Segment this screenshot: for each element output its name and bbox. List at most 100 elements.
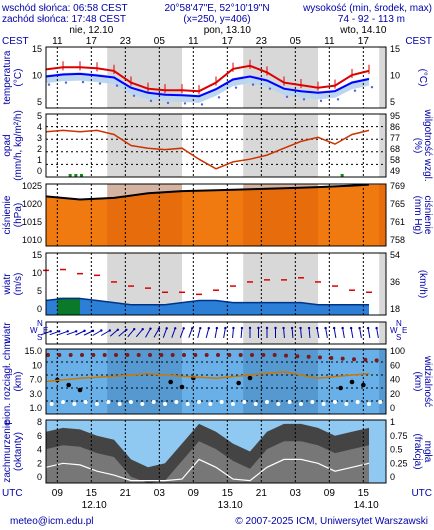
night-shade (379, 114, 386, 177)
right-axis-unit: (frakcja) (412, 433, 423, 469)
cloud-top-dot (170, 353, 175, 357)
wind-direction-arrow (316, 327, 320, 339)
left-tick-label: 1010 (22, 235, 42, 245)
panel-precipitation: opad (mm/h, kg/m²/h) wilgotność wzgl.(%)54… (2, 108, 433, 181)
contact-email[interactable]: meteo@icm.edu.pl (10, 516, 94, 527)
right-tick-label: 1 (390, 417, 395, 427)
cloud-base-dot (253, 402, 258, 406)
right-tick-label: 0.25 (390, 458, 408, 468)
left-tick-label: 2 (37, 458, 42, 468)
cloud-base-dot (197, 400, 201, 404)
cloud-base-dot (208, 402, 213, 406)
cloud-layer-dot (349, 379, 355, 385)
wind-direction-head (207, 326, 210, 330)
cloud-base-dot (367, 402, 371, 406)
cloud-top-dot (272, 353, 277, 357)
hour-label-bottom: 15 (86, 488, 98, 499)
wind-direction-arrow (300, 327, 302, 339)
zone-bottom-right: UTC (411, 488, 432, 499)
cloud-top-dot (216, 353, 220, 357)
left-tick-label: 0 (37, 166, 42, 176)
night-shade (107, 322, 182, 344)
right-tick-label: 77 (390, 133, 400, 143)
left-axis-label: pion. rozciągł. chm. (2, 338, 13, 424)
wind-direction-head (232, 326, 235, 330)
cloud-line (45, 458, 370, 482)
cloud-base-dot (49, 402, 54, 406)
dew-point-mark (302, 98, 306, 101)
left-tick-label: 3 (37, 133, 42, 143)
left-axis-unit: (mm/h, kg/m²/h) (13, 110, 24, 181)
cloud-base-dot (333, 400, 337, 404)
day-label-top: pon, 13.10 (204, 25, 252, 36)
cloud-base-dot (378, 400, 383, 404)
hour-label-top: 17 (222, 36, 234, 47)
dew-point-mark (336, 98, 340, 101)
night-shade (243, 322, 318, 344)
sunrise-text: wschód słońca: 06:58 CEST (1, 3, 128, 14)
temperature-mean-line (45, 72, 370, 98)
dew-point-mark (81, 80, 85, 84)
cloud-base-dot (151, 400, 156, 404)
cloud-top-dot (136, 353, 141, 357)
wind-direction-head (108, 329, 112, 332)
cloud-layer-dot (236, 380, 241, 386)
cloud-base-dot (174, 400, 179, 404)
cloud-base-dot (265, 400, 269, 404)
pressure-area (46, 184, 386, 246)
hour-label-top: 17 (86, 36, 98, 47)
hour-label-top: 05 (290, 36, 302, 47)
right-axis-label: ciśnienie (422, 196, 433, 235)
temperature-max-line (45, 64, 370, 93)
wind-direction-arrow (223, 327, 226, 339)
wind-direction-head (191, 327, 194, 330)
right-axis-label: widzialność (422, 355, 433, 407)
wind-direction-arrow (197, 328, 201, 338)
left-tick-label: 10 (32, 71, 42, 81)
cloud-top-dot (306, 354, 311, 359)
wind-direction-arrow (214, 327, 218, 339)
right-tick-label: 10 (390, 71, 400, 81)
left-tick-label: 4 (37, 445, 42, 455)
wind-direction-arrow (49, 330, 60, 336)
wind-direction-head (349, 326, 353, 330)
cloud-base-dot (185, 402, 190, 406)
wind-direction-arrow (100, 330, 111, 336)
wind-direction-head (66, 330, 69, 333)
hour-label-top: 11 (324, 36, 335, 47)
left-tick-label: 8 (37, 417, 42, 427)
wind-direction-arrow (153, 328, 160, 338)
dew-point-mark (234, 86, 238, 89)
cloud-layer-dot (247, 375, 253, 381)
night-shade-overlay (243, 184, 318, 246)
cloud-top-dot (204, 353, 209, 357)
wind-direction-head (157, 327, 161, 330)
wind-direction-head (100, 329, 103, 332)
hour-label-top: 05 (154, 36, 166, 47)
right-axis-unit: (mm Hg) (412, 196, 423, 235)
cloud-top-dot (238, 353, 243, 357)
left-axis-unit: (km) (13, 372, 24, 392)
wind-direction-arrow (162, 328, 168, 338)
dew-point-mark (149, 99, 153, 103)
left-axis-unit: (°C) (13, 69, 24, 87)
panel-border (45, 419, 387, 484)
right-tick-label: 60 (390, 360, 400, 370)
cloud-top-dot (374, 358, 379, 363)
left-tick-label: 0 (37, 304, 42, 314)
left-tick-label: 6 (37, 431, 42, 441)
left-tick-label: 0 (37, 472, 42, 482)
wind-direction-head (315, 326, 319, 330)
left-axis-label: wiatr (2, 322, 13, 345)
hour-label-bottom: 09 (324, 488, 336, 499)
cloud-top-dot (363, 357, 368, 362)
panel-cloud-cover: zachmurzenie (oktanty) mgła(frakcja) 8 6 4 2 0 1… (2, 417, 433, 484)
cloud-top-dot (57, 353, 62, 357)
panel-border (45, 348, 387, 415)
left-tick-label: 15 (32, 44, 42, 54)
right-tick-label: 86 (390, 122, 400, 132)
dew-point-mark (370, 85, 374, 89)
